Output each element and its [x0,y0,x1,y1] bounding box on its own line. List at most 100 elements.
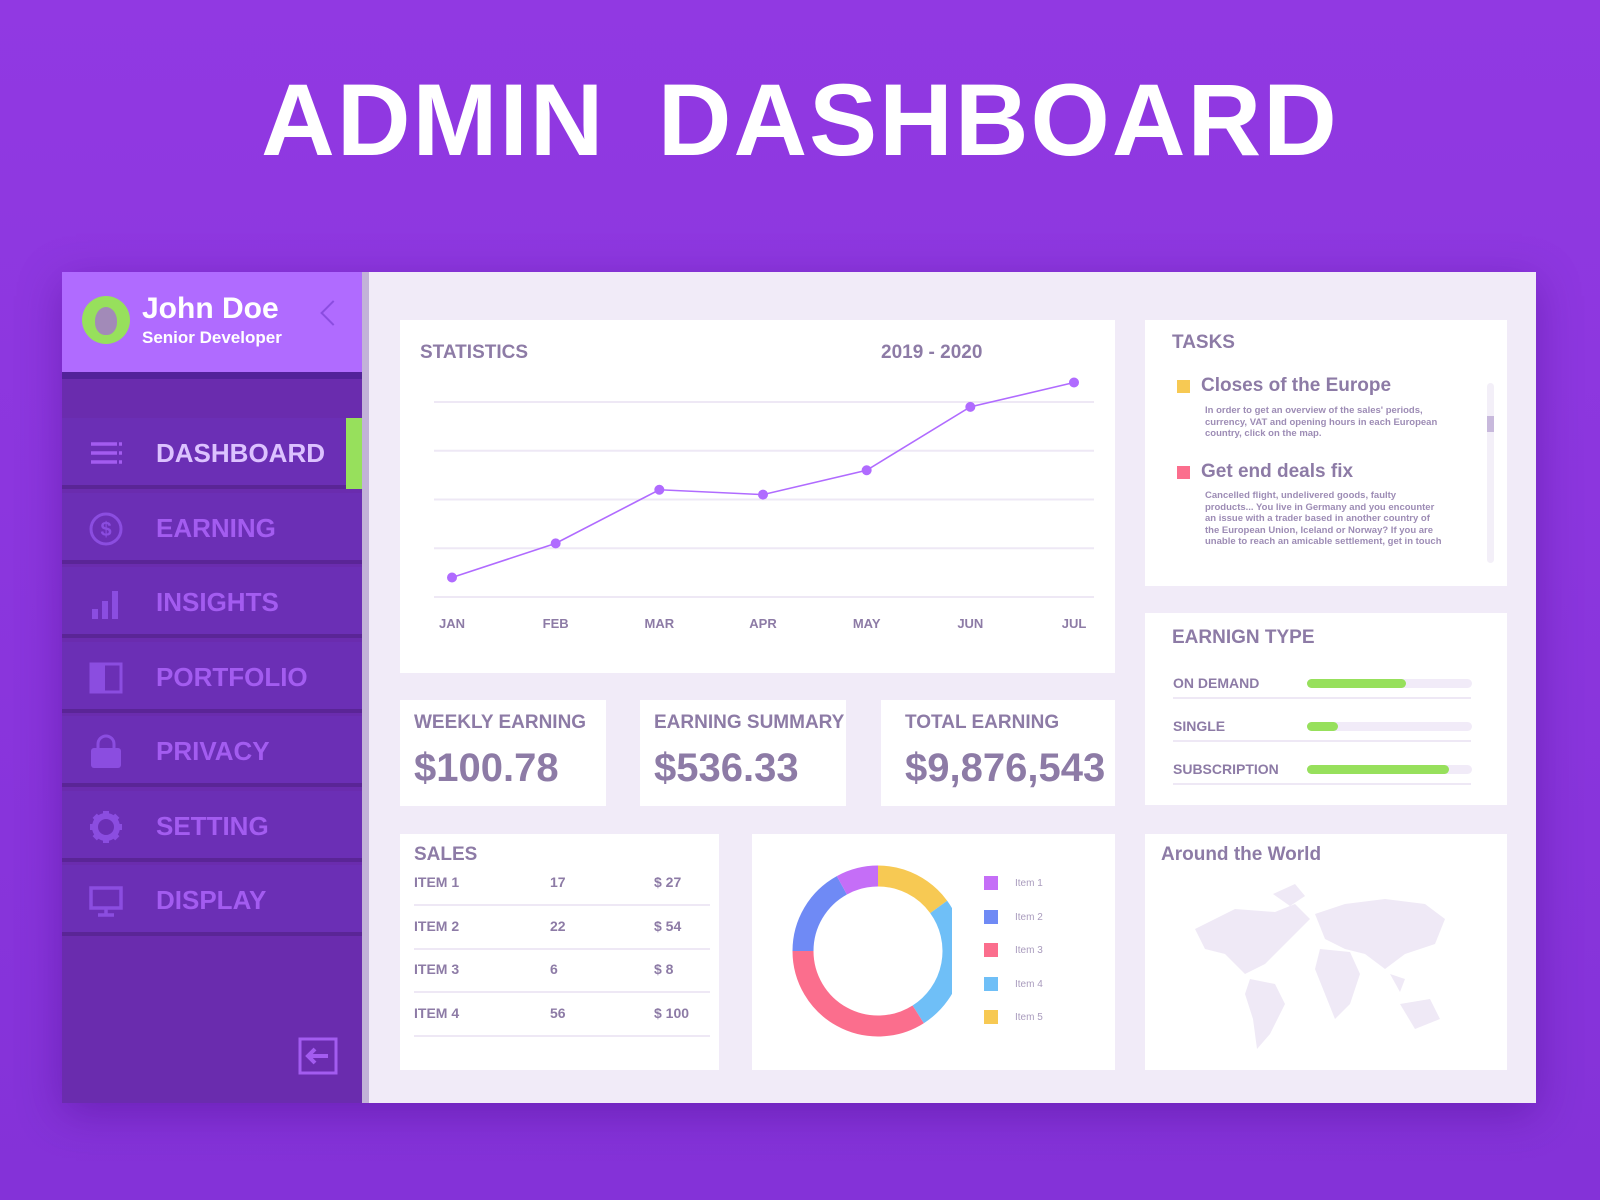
svg-text:$: $ [100,519,111,541]
donut-slice[interactable] [877,865,948,914]
sidebar-item-earning[interactable]: $ EARNING [62,492,362,564]
sales-qty: 17 [550,874,566,890]
kpi-label: WEEKLY EARNING [414,712,587,733]
earning-type-progress [1307,722,1472,731]
sidebar-item-setting[interactable]: SETTING [62,790,362,862]
sidebar-item-label: DISPLAY [156,885,267,915]
progress-fill [1307,765,1449,774]
task-body: Cancelled flight, undelivered goods, fau… [1205,490,1442,547]
sidebar: John Doe Senior Developer DASHBOARD $ EARN… [62,272,362,1103]
sales-card: SALES ITEM 1 17 $ 27 ITEM 2 22 $ 54 ITEM… [400,834,719,1070]
world-title: Around the World [1161,844,1322,865]
data-point[interactable] [654,484,665,495]
earning-type-progress [1307,765,1472,774]
sales-qty: 22 [550,917,566,934]
data-point[interactable] [758,489,768,500]
kpi-label: TOTAL EARNING [905,712,1060,733]
gear-icon [90,810,122,843]
sales-amount: $ 8 [654,961,674,977]
x-tick-label: FEB [543,616,569,631]
data-point[interactable] [861,465,872,476]
kpi-earning-summary: EARNING SUMMARY $536.33 [640,700,846,806]
statistics-title: STATISTICS [420,342,529,363]
divider [1173,740,1471,742]
logout-icon[interactable] [298,1036,338,1076]
legend-label: Item 4 [1015,978,1043,990]
earning-type-card: EARNIGN TYPE ON DEMAND SINGLE SUBSCRIPTI… [1145,613,1507,805]
legend-label: Item 5 [1015,1012,1043,1023]
sidebar-item-label: EARNING [156,512,276,543]
divider [1173,783,1471,785]
monitor-icon [89,886,123,917]
earning-type-progress [1307,679,1472,688]
donut-card: Item 1 Item 2 Item 3 Item 4 Item 5 [752,834,1115,1070]
sidebar-item-insights[interactable]: INSIGHTS [62,567,362,638]
progress-fill [1307,679,1406,688]
legend-swatch [984,976,998,991]
sales-row: ITEM 4 56 $ 100 [414,995,710,1037]
x-tick-label: JAN [439,616,465,631]
divider [1173,697,1471,699]
kpi-value: $9,876,543 [905,746,1106,790]
sidebar-scrollbar[interactable] [362,272,369,1103]
earning-type-title: EARNIGN TYPE [1172,627,1315,648]
task-color-marker [1177,466,1190,479]
task-title[interactable]: Get end deals fix [1201,461,1354,482]
data-point[interactable] [1069,377,1079,388]
kpi-value: $536.33 [654,746,799,790]
scrollbar-thumb[interactable] [1487,416,1494,432]
dollar-icon: $ [89,512,123,545]
legend-label: Item 1 [1015,878,1043,889]
collapse-chevron-icon[interactable] [320,300,346,326]
world-card: Around the World [1145,834,1507,1070]
world-map[interactable] [1145,834,1507,1070]
sales-qty: 56 [550,1004,566,1021]
divider [62,372,362,379]
legend-swatch [984,876,998,890]
sales-row: ITEM 3 6 $ 8 [414,951,710,993]
sales-row: ITEM 1 17 $ 27 [414,864,710,906]
x-tick-label: JUN [957,616,983,631]
task-title[interactable]: Closes of the Europe [1201,375,1392,396]
sales-item: ITEM 1 [414,874,460,890]
donut-slice[interactable] [792,876,848,952]
avatar[interactable] [82,296,130,344]
data-point[interactable] [550,538,561,549]
active-indicator [346,418,362,489]
menu-icon [91,442,122,464]
portfolio-icon [89,662,123,693]
legend-label: Item 2 [1015,911,1043,923]
tasks-scrollbar[interactable] [1487,383,1494,563]
user-name: John Doe [142,292,279,325]
sales-amount: $ 100 [654,1004,690,1021]
x-tick-label: MAY [853,616,881,631]
profile-header: John Doe Senior Developer [62,272,362,372]
legend-label: Item 3 [1015,945,1043,956]
sidebar-item-dashboard[interactable]: DASHBOARD [62,418,362,489]
donut-slice[interactable] [836,865,879,895]
sales-amount: $ 54 [654,917,682,934]
sidebar-item-portfolio[interactable]: PORTFOLIO [62,641,362,713]
sales-title: SALES [414,844,478,865]
line-chart: JAN FEB MAR APR MAY JUN JUL [434,377,1094,631]
user-icon [95,307,117,335]
data-point[interactable] [447,572,457,583]
sales-row: ITEM 2 22 $ 54 [414,908,710,950]
page-title: ADMIN DASHBOARD [261,63,1339,177]
user-role: Senior Developer [142,328,282,347]
sidebar-item-privacy[interactable]: PRIVACY [62,716,362,787]
data-point[interactable] [965,401,976,412]
sidebar-item-label: PRIVACY [156,736,270,766]
sales-amount: $ 27 [654,874,682,890]
lock-icon [91,734,121,768]
kpi-total-earning: TOTAL EARNING $9,876,543 [881,700,1115,806]
donut-slice[interactable] [912,900,952,1024]
statistics-period[interactable]: 2019 - 2020 [881,342,983,363]
kpi-label: EARNING SUMMARY [654,712,845,733]
donut-slice[interactable] [792,950,924,1037]
sidebar-item-display[interactable]: DISPLAY [62,865,362,936]
sidebar-item-label: SETTING [156,810,269,841]
earning-type-label: SUBSCRIPTION [1173,761,1279,777]
tasks-title: TASKS [1172,332,1235,353]
legend-swatch [984,1010,998,1024]
